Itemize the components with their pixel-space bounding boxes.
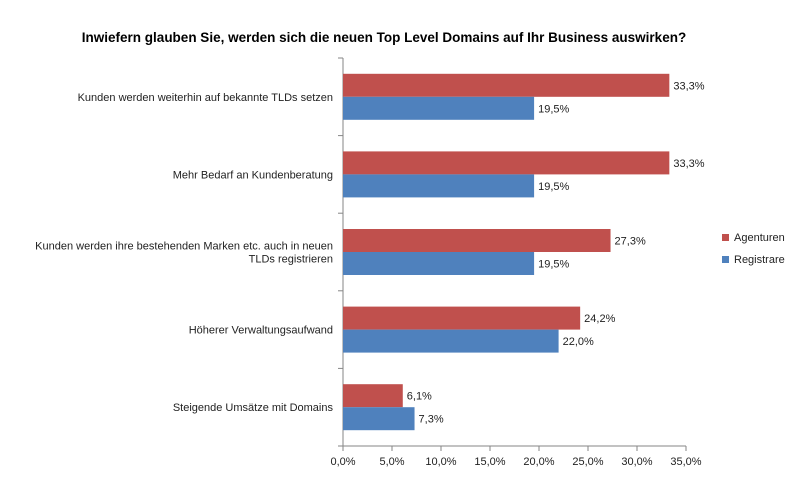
value-label-agenturen-1: 33,3% — [673, 80, 704, 92]
x-tick-label-3: 15,0% — [474, 456, 505, 468]
category-label-line: TLDs registrieren — [249, 254, 333, 266]
value-label-registrare-2: 19,5% — [538, 181, 569, 193]
x-tick-label-0: 0,0% — [330, 456, 355, 468]
bar-agenturen-2 — [343, 151, 670, 175]
category-label-line: Kunden werden weiterhin auf bekannte TLD… — [78, 92, 333, 104]
category-label-line: Steigende Umsätze mit Domains — [173, 402, 334, 414]
x-tick-label-6: 30,0% — [621, 456, 652, 468]
x-tick-label-4: 20,0% — [523, 456, 554, 468]
bar-registrare-3 — [343, 252, 535, 275]
plot-area: 33,3% 19,5% Kunden werden weiterhin auf be… — [35, 57, 705, 468]
category-label-4: Höherer Verwaltungsaufwand — [189, 325, 333, 337]
category-label-2: Mehr Bedarf an Kundenberatung — [173, 169, 333, 181]
legend: Agenturen Registrare — [722, 232, 785, 266]
value-label-registrare-5: 7,3% — [419, 414, 444, 426]
value-label-registrare-3: 19,5% — [538, 259, 569, 271]
legend-swatch-registrare — [722, 256, 729, 263]
category-label-line: Kunden werden ihre bestehenden Marken et… — [35, 241, 333, 253]
value-label-agenturen-4: 24,2% — [584, 313, 615, 325]
legend-label-agenturen: Agenturen — [734, 232, 785, 244]
category-label-line: Mehr Bedarf an Kundenberatung — [173, 169, 333, 181]
legend-swatch-agenturen — [722, 234, 729, 241]
category-label-1: Kunden werden weiterhin auf bekannte TLD… — [78, 92, 333, 104]
value-label-agenturen-2: 33,3% — [673, 158, 704, 170]
category-label-line: Höherer Verwaltungsaufwand — [189, 325, 333, 337]
bar-agenturen-3 — [343, 229, 611, 252]
bar-registrare-5 — [343, 407, 415, 431]
bar-registrare-1 — [343, 96, 535, 120]
value-label-registrare-4: 22,0% — [563, 336, 594, 348]
bar-registrare-4 — [343, 329, 559, 353]
chart-title: Inwiefern glauben Sie, werden sich die n… — [82, 30, 686, 45]
x-tick-label-2: 10,0% — [425, 456, 456, 468]
value-label-agenturen-5: 6,1% — [407, 391, 432, 403]
x-tick-label-1: 5,0% — [379, 456, 404, 468]
legend-label-registrare: Registrare — [734, 254, 785, 266]
category-label-5: Steigende Umsätze mit Domains — [173, 402, 334, 414]
value-label-agenturen-3: 27,3% — [615, 236, 646, 248]
x-tick-label-7: 35,0% — [670, 456, 701, 468]
value-label-registrare-1: 19,5% — [538, 103, 569, 115]
category-label-3: Kunden werden ihre bestehenden Marken et… — [35, 241, 333, 266]
bar-agenturen-1 — [343, 73, 670, 97]
bar-agenturen-4 — [343, 306, 581, 330]
bar-agenturen-5 — [343, 384, 403, 408]
bar-registrare-2 — [343, 174, 535, 198]
x-tick-label-5: 25,0% — [572, 456, 603, 468]
